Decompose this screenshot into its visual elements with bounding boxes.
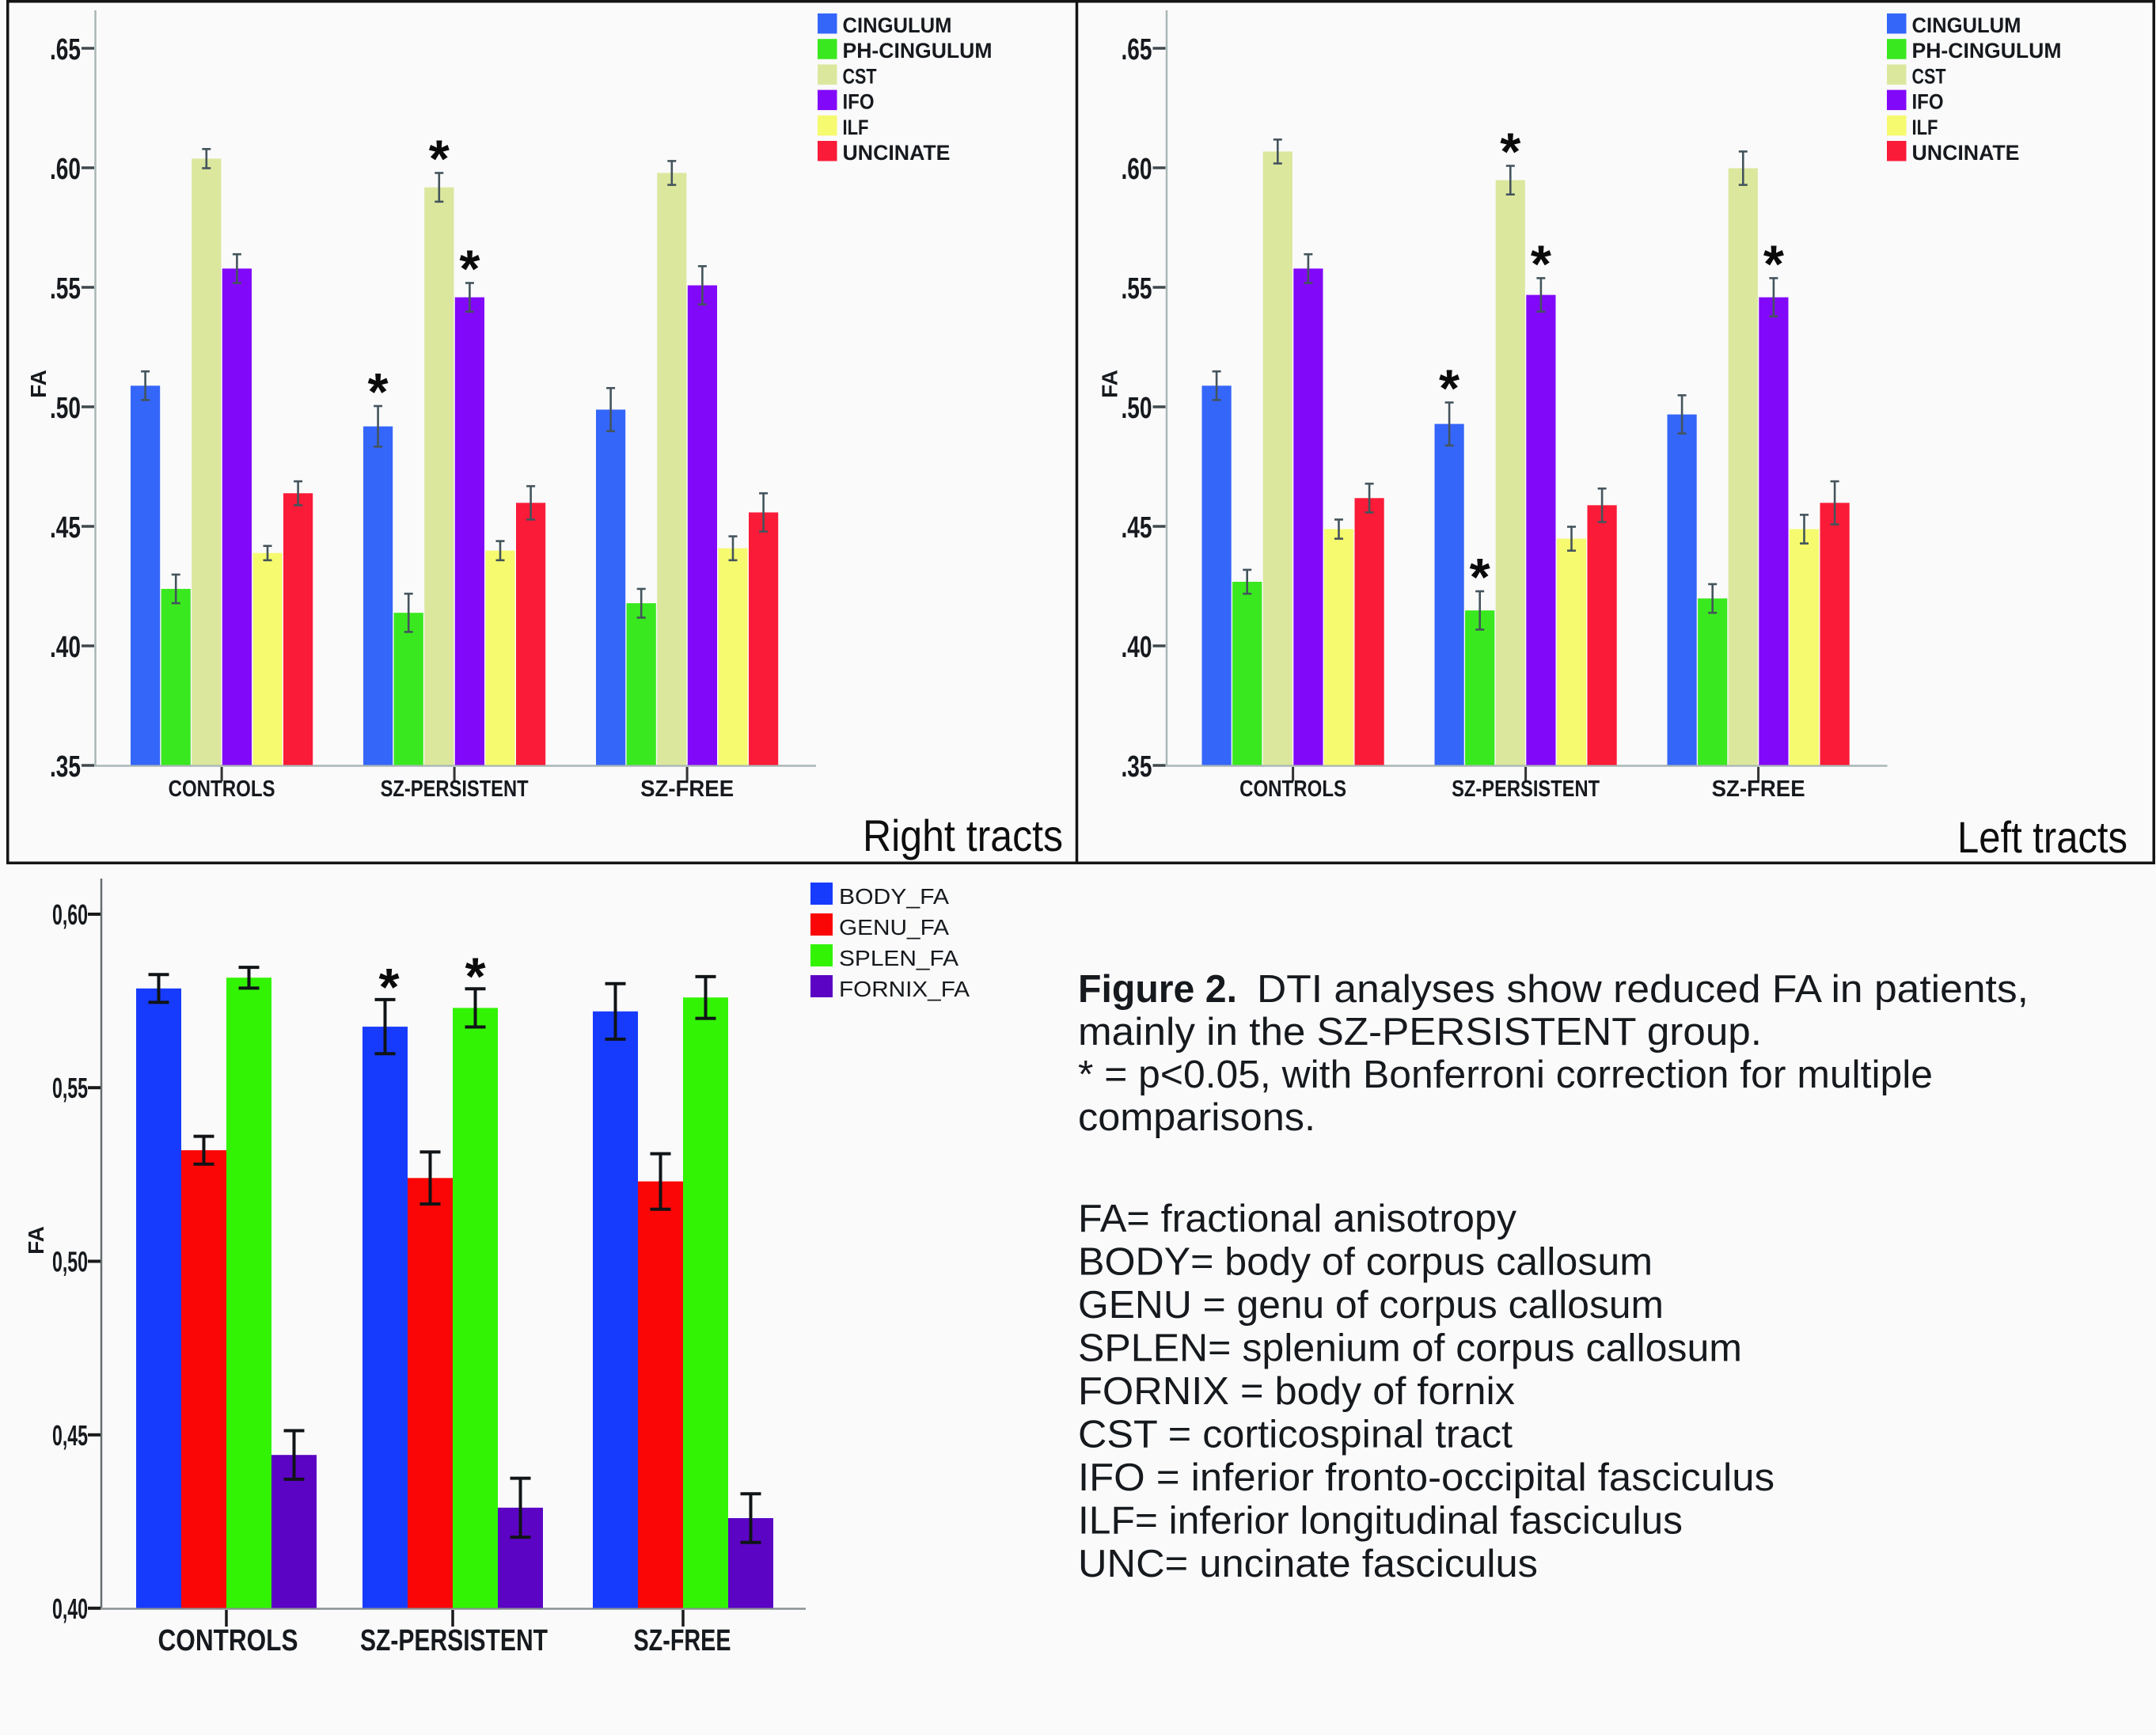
svg-text:BODY= body of corpus callosum: BODY= body of corpus callosum — [1078, 1241, 1653, 1284]
svg-text:.60: .60 — [1122, 153, 1152, 186]
svg-text:ILF= inferior longitudinal fas: ILF= inferior longitudinal fasciculus — [1078, 1500, 1683, 1543]
svg-text:*: * — [1439, 359, 1460, 419]
svg-text:SZ-PERSISTENT: SZ-PERSISTENT — [381, 776, 529, 802]
svg-text:FA= fractional anisotropy: FA= fractional anisotropy — [1078, 1198, 1517, 1240]
svg-text:FA: FA — [26, 370, 51, 398]
svg-text:PH-CINGULUM: PH-CINGULUM — [843, 39, 993, 63]
svg-text:Figure 2.: Figure 2. — [1078, 968, 1237, 1011]
svg-text:.40: .40 — [50, 631, 81, 664]
svg-text:.35: .35 — [1122, 750, 1152, 784]
svg-text:SZ-FREE: SZ-FREE — [640, 776, 734, 802]
svg-text:CONTROLS: CONTROLS — [1239, 776, 1346, 802]
svg-text:FA: FA — [24, 1226, 48, 1255]
svg-text:FORNIX = body of fornix: FORNIX = body of fornix — [1078, 1370, 1515, 1413]
svg-text:CINGULUM: CINGULUM — [1912, 13, 2021, 37]
svg-text:SZ-FREE: SZ-FREE — [634, 1624, 731, 1657]
svg-text:ILF: ILF — [843, 116, 869, 139]
svg-text:IFO: IFO — [843, 90, 875, 114]
svg-text:.50: .50 — [1122, 392, 1152, 425]
svg-text:CONTROLS: CONTROLS — [158, 1624, 298, 1657]
svg-text:0,40: 0,40 — [52, 1593, 88, 1625]
svg-text:CONTROLS: CONTROLS — [169, 776, 275, 802]
svg-text:UNCINATE: UNCINATE — [1912, 141, 2020, 165]
svg-text:SZ-PERSISTENT: SZ-PERSISTENT — [360, 1624, 548, 1657]
svg-text:comparisons.: comparisons. — [1078, 1096, 1315, 1139]
svg-text:CST: CST — [843, 64, 877, 88]
svg-text:IFO = inferior fronto-occipita: IFO = inferior fronto-occipital fascicul… — [1078, 1456, 1775, 1499]
svg-text:0,55: 0,55 — [52, 1072, 88, 1104]
svg-text:FA: FA — [1098, 370, 1122, 398]
svg-text:.60: .60 — [50, 153, 81, 186]
svg-text:0,60: 0,60 — [52, 898, 88, 931]
svg-text:Right tracts: Right tracts — [863, 811, 1063, 860]
svg-text:ILF: ILF — [1912, 116, 1938, 139]
svg-text:SZ-PERSISTENT: SZ-PERSISTENT — [1452, 776, 1600, 802]
svg-text:SPLEN= splenium of corpus call: SPLEN= splenium of corpus callosum — [1078, 1327, 1742, 1370]
svg-text:*: * — [1763, 234, 1785, 294]
svg-text:.65: .65 — [1122, 33, 1152, 66]
svg-text:.65: .65 — [50, 33, 81, 66]
svg-text:UNCINATE: UNCINATE — [843, 141, 951, 165]
svg-text:CST = corticospinal tract: CST = corticospinal tract — [1078, 1414, 1513, 1456]
svg-text:*: * — [429, 130, 450, 189]
svg-text:.50: .50 — [50, 392, 81, 425]
svg-text:UNC= uncinate fasciculus: UNC= uncinate fasciculus — [1078, 1543, 1538, 1585]
svg-text:PH-CINGULUM: PH-CINGULUM — [1912, 39, 2062, 63]
svg-text:*: * — [1531, 234, 1552, 294]
svg-text:Left tracts: Left tracts — [1957, 812, 2128, 862]
svg-text:BODY_FA: BODY_FA — [839, 884, 950, 909]
svg-text:CINGULUM: CINGULUM — [843, 13, 952, 37]
svg-text:.55: .55 — [50, 272, 81, 306]
svg-text:IFO: IFO — [1912, 90, 1944, 114]
svg-text:CST: CST — [1912, 64, 1946, 88]
svg-text:*: * — [1500, 123, 1521, 182]
svg-text:.45: .45 — [1122, 511, 1152, 545]
svg-text:0,50: 0,50 — [52, 1246, 88, 1278]
svg-text:*: * — [378, 958, 400, 1017]
svg-text:.35: .35 — [50, 750, 81, 784]
svg-text:SZ-FREE: SZ-FREE — [1712, 776, 1805, 802]
svg-text:*: * — [1470, 548, 1491, 607]
svg-text:FORNIX_FA: FORNIX_FA — [839, 977, 970, 1001]
svg-text:SPLEN_FA: SPLEN_FA — [839, 946, 959, 970]
svg-text:0,45: 0,45 — [52, 1419, 88, 1452]
svg-text:*: * — [465, 947, 486, 1006]
svg-text:GENU_FA: GENU_FA — [839, 915, 950, 940]
svg-text:.55: .55 — [1122, 272, 1152, 306]
svg-text:* = p<0.05, with Bonferroni co: * = p<0.05, with Bonferroni correction f… — [1078, 1054, 1933, 1096]
svg-text:*: * — [368, 363, 389, 422]
svg-text:*: * — [459, 240, 480, 299]
svg-text:DTI analyses show reduced FA i: DTI analyses show reduced FA in patients… — [1257, 968, 2029, 1011]
svg-text:mainly in the SZ-PERSISTENT gr: mainly in the SZ-PERSISTENT group. — [1078, 1011, 1762, 1054]
svg-text:.45: .45 — [50, 511, 81, 545]
svg-text:GENU = genu of corpus callosum: GENU = genu of corpus callosum — [1078, 1284, 1664, 1327]
svg-text:.40: .40 — [1122, 631, 1152, 664]
